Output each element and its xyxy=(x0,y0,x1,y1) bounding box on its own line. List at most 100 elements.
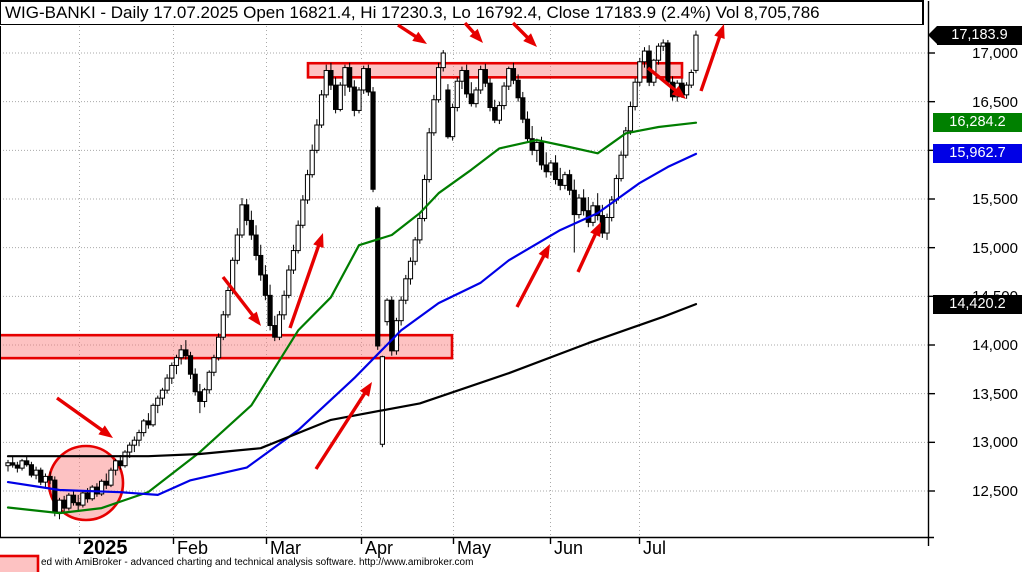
candle-body xyxy=(197,391,203,402)
trend-arrow-shaft[interactable] xyxy=(56,396,107,435)
candle-body xyxy=(70,494,77,504)
amibroker-credit-text: ed with AmiBroker - advanced charting an… xyxy=(41,557,474,568)
trend-arrow-shaft[interactable] xyxy=(576,229,599,273)
candle-body xyxy=(347,67,353,88)
candle-body xyxy=(684,84,690,96)
candle-body xyxy=(122,451,128,467)
candle-body xyxy=(552,162,559,181)
y-axis-label: 15,500 xyxy=(972,190,1018,208)
candle-body xyxy=(42,475,49,483)
candle-body xyxy=(379,356,385,445)
resistance-zone[interactable] xyxy=(306,61,684,79)
candle-body xyxy=(178,349,184,359)
candle-body xyxy=(356,89,362,111)
candle-body xyxy=(440,52,446,69)
candle-body xyxy=(599,215,605,234)
candle-body xyxy=(84,492,91,500)
y-axis-label: 15,000 xyxy=(972,239,1018,257)
candle-body xyxy=(61,499,67,509)
candle-body xyxy=(538,142,545,166)
candle-body xyxy=(89,486,95,500)
y-axis-label: 13,000 xyxy=(972,434,1018,452)
y-axis-label: 17,000 xyxy=(972,45,1018,62)
candle-body xyxy=(155,397,161,406)
candle-body xyxy=(290,250,297,271)
price-badge-ma-fast: 16,284.2 xyxy=(933,113,1022,133)
candle-body xyxy=(417,217,423,241)
candle-body xyxy=(506,68,512,87)
candle-body xyxy=(351,86,357,111)
candle-body xyxy=(113,460,119,471)
candle-body xyxy=(473,89,479,105)
candle-body xyxy=(337,84,343,110)
candle-body xyxy=(426,132,432,181)
trend-arrow-head xyxy=(538,244,550,259)
trend-arrow-head xyxy=(248,311,261,326)
candle-body xyxy=(543,164,549,173)
candle-body xyxy=(141,420,147,434)
candle-body xyxy=(562,174,568,186)
candle-body xyxy=(150,404,156,426)
candle-body xyxy=(581,197,587,212)
candle-body xyxy=(623,130,629,156)
candle-body xyxy=(267,294,273,327)
candle-body xyxy=(407,260,414,280)
candle-body xyxy=(501,85,507,107)
candle-body xyxy=(159,389,166,399)
candle-body xyxy=(201,389,208,402)
candle-body xyxy=(145,420,152,426)
ma-slow-black-line xyxy=(6,303,698,458)
candle-body xyxy=(370,91,376,190)
candle-body xyxy=(665,42,671,83)
candle-body xyxy=(431,99,437,134)
trend-arrow-head xyxy=(359,382,372,397)
trend-arrow-shaft[interactable] xyxy=(288,240,322,329)
candle-body xyxy=(295,224,301,252)
price-badge-ma-slow: 14,420.2 xyxy=(933,294,1022,314)
candle-body xyxy=(234,234,240,261)
y-axis-label: 14,000 xyxy=(972,336,1018,354)
trend-arrow-shaft[interactable] xyxy=(515,251,548,308)
candle-body xyxy=(272,325,278,338)
candle-body xyxy=(258,254,264,276)
candle-body xyxy=(220,314,226,338)
candle-body xyxy=(450,107,456,138)
candle-body xyxy=(655,45,662,61)
trend-arrow-shaft[interactable] xyxy=(699,31,723,92)
y-axis-label: 13,500 xyxy=(972,385,1018,403)
candle-body xyxy=(52,479,58,513)
gridlines xyxy=(0,26,929,537)
candle-body xyxy=(412,239,418,262)
candle-body xyxy=(169,364,175,379)
candle-body xyxy=(445,89,451,138)
trend-arrow-head xyxy=(714,24,725,40)
candle-body xyxy=(576,197,582,216)
annotation-arrows xyxy=(56,21,725,470)
candle-body xyxy=(468,93,474,105)
candle-body xyxy=(510,68,517,81)
candle-body xyxy=(403,278,409,301)
trend-arrow-shaft[interactable] xyxy=(221,275,257,320)
candle-body xyxy=(618,154,624,180)
candle-body xyxy=(688,71,694,86)
candle-body xyxy=(637,61,643,83)
candle-body xyxy=(206,371,212,391)
x-axis-month-label: Jul xyxy=(643,538,667,558)
corner-annotation-box[interactable] xyxy=(0,554,40,572)
trend-arrow-shaft[interactable] xyxy=(646,66,681,95)
x-axis-month-label: Feb xyxy=(177,538,209,558)
candle-body xyxy=(281,294,287,316)
candle-body xyxy=(80,492,86,506)
y-axis-label: 16,500 xyxy=(972,93,1018,111)
candle-body xyxy=(117,460,123,467)
candle-body xyxy=(365,68,371,93)
candle-body xyxy=(693,34,699,71)
candle-body xyxy=(567,174,573,191)
price-badge-ma-mid: 15,962.7 xyxy=(933,144,1022,164)
candle-body xyxy=(646,50,652,83)
trend-arrow-shaft[interactable] xyxy=(314,388,369,470)
chart-title-text: WIG-BANKI - Daily 17.07.2025 Open 16821.… xyxy=(5,3,820,22)
candle-body xyxy=(627,106,634,132)
